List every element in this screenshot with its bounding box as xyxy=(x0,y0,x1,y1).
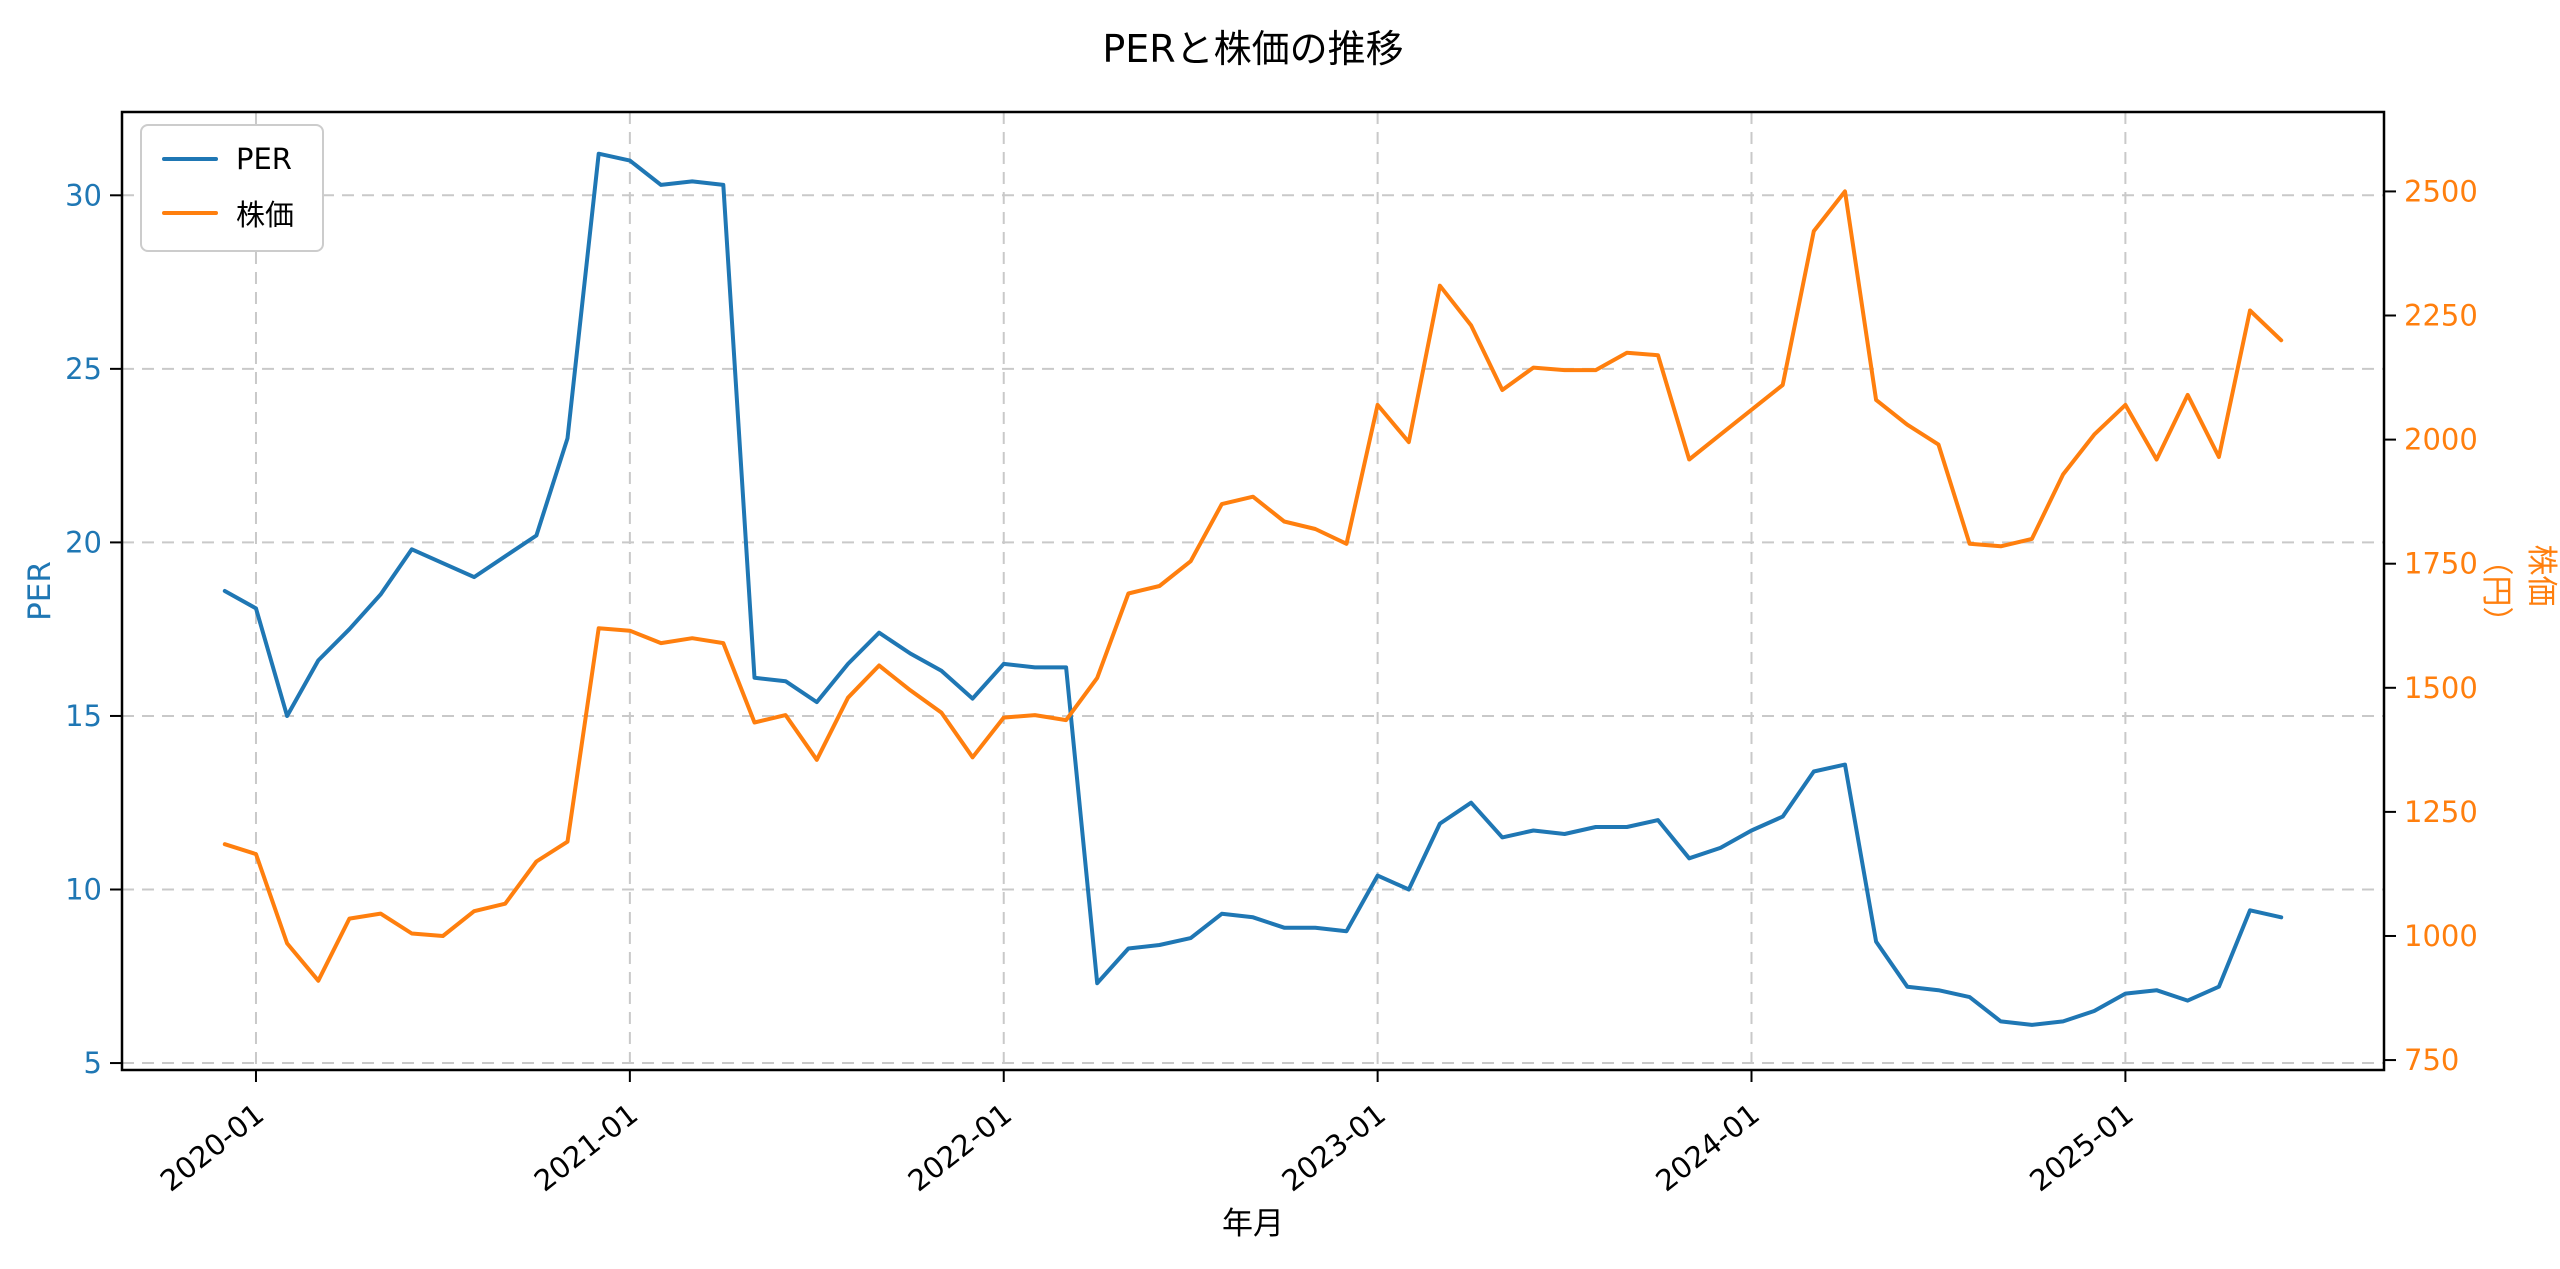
y-tick-labels-right: 750 1000 1250 1500 1750 2000 2250 2500 xyxy=(2404,174,2478,1077)
legend: PER 株価 xyxy=(140,124,325,252)
svg-text:25: 25 xyxy=(65,352,102,386)
svg-text:2024-01: 2024-01 xyxy=(1649,1097,1765,1198)
svg-text:30: 30 xyxy=(65,178,102,212)
svg-text:2250: 2250 xyxy=(2404,299,2478,333)
svg-text:750: 750 xyxy=(2404,1043,2459,1077)
x-tick-labels: 2020-01 2021-01 2022-01 2023-01 2024-01 2025-… xyxy=(154,1097,2140,1198)
svg-text:1000: 1000 xyxy=(2404,919,2478,953)
legend-item-kabuka: 株価 xyxy=(162,192,294,234)
y-axis-label-right: 株価（円） xyxy=(2478,544,2559,638)
svg-text:1750: 1750 xyxy=(2404,547,2478,581)
plot-frame xyxy=(120,110,2386,1072)
legend-label-per: PER xyxy=(236,142,292,176)
svg-text:1500: 1500 xyxy=(2404,671,2478,705)
chart-title: PERと株価の推移 xyxy=(1102,27,1404,71)
y-tick-labels-left: 5 10 15 20 25 30 xyxy=(65,178,102,1080)
svg-text:2500: 2500 xyxy=(2404,174,2478,208)
svg-text:2000: 2000 xyxy=(2404,423,2478,457)
svg-text:5: 5 xyxy=(84,1046,102,1080)
svg-text:2021-01: 2021-01 xyxy=(528,1097,644,1198)
svg-text:20: 20 xyxy=(65,525,102,559)
svg-text:10: 10 xyxy=(65,873,102,907)
svg-text:1250: 1250 xyxy=(2404,795,2478,829)
gridlines xyxy=(122,112,2384,1070)
svg-text:2023-01: 2023-01 xyxy=(1276,1097,1392,1198)
legend-line-sample-kabuka xyxy=(162,211,218,215)
svg-text:15: 15 xyxy=(65,699,102,733)
tick-marks xyxy=(110,190,2396,1082)
svg-text:2022-01: 2022-01 xyxy=(902,1097,1018,1198)
legend-label-kabuka: 株価 xyxy=(236,198,295,232)
legend-item-per: PER xyxy=(162,142,294,176)
svg-text:2020-01: 2020-01 xyxy=(154,1097,270,1198)
series-line-0 xyxy=(222,151,2284,1027)
x-axis-label: 年月 xyxy=(1222,1206,1284,1242)
y-axis-label-left: PER xyxy=(22,561,58,621)
svg-text:2025-01: 2025-01 xyxy=(2023,1097,2139,1198)
series-line-1 xyxy=(222,189,2284,983)
legend-line-sample-per xyxy=(162,157,218,161)
